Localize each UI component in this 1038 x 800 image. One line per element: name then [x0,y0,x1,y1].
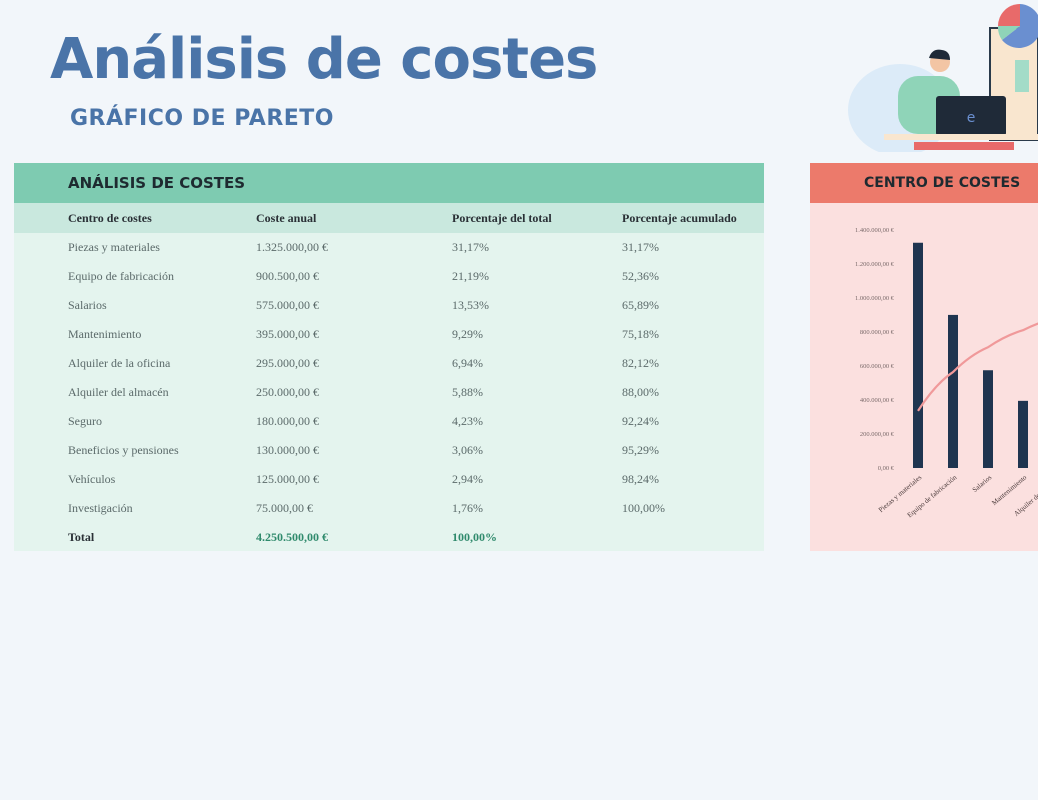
table-body: Piezas y materiales 1.325.000,00 € 31,17% 3… [14,233,764,523]
table-total-row: Total 4.250.500,00 € 100,00% [14,523,764,552]
cell-cost-center[interactable]: Piezas y materiales [68,240,160,254]
table-row: Piezas y materiales 1.325.000,00 € 31,17% 3… [14,233,764,262]
cell-percent-total[interactable]: 2,94% [452,472,483,486]
column-header-percent-cumulative[interactable]: Porcentaje acumulado [622,210,737,225]
total-percent[interactable]: 100,00% [452,530,497,544]
cell-annual-cost[interactable]: 575.000,00 € [256,298,319,312]
cell-cost-center[interactable]: Mantenimiento [68,327,142,341]
cell-percent-total[interactable]: 4,23% [452,414,483,428]
cell-percent-total[interactable]: 3,06% [452,443,483,457]
cell-percent-cumulative[interactable]: 75,18% [622,327,659,341]
cell-percent-total[interactable]: 31,17% [452,240,489,254]
cell-cost-center[interactable]: Seguro [68,414,102,428]
cell-percent-total[interactable]: 5,88% [452,385,483,399]
column-header-percent-total[interactable]: Porcentaje del total [452,210,552,225]
cell-percent-cumulative[interactable]: 100,00% [622,501,665,515]
total-label[interactable]: Total [68,530,95,544]
page-title: Análisis de costes [50,27,598,92]
cell-cost-center[interactable]: Alquiler del almacén [68,385,169,399]
cell-percent-total[interactable]: 6,94% [452,356,483,370]
cell-percent-total[interactable]: 1,76% [452,501,483,515]
cost-analysis-table: ANÁLISIS DE COSTES Centro de costes Cost… [14,163,764,551]
cell-cost-center[interactable]: Investigación [68,501,133,515]
table-header-bar: ANÁLISIS DE COSTES [14,163,764,203]
table-row: Alquiler de la oficina 295.000,00 € 6,94% 8… [14,349,764,378]
cell-cost-center[interactable]: Vehículos [68,472,116,486]
chart-header-bar: CENTRO DE COSTES [810,163,1038,203]
table-row: Vehículos 125.000,00 € 2,94% 98,24% [14,465,764,494]
cell-percent-cumulative[interactable]: 31,17% [622,240,659,254]
cell-percent-cumulative[interactable]: 65,89% [622,298,659,312]
cell-cost-center[interactable]: Alquiler de la oficina [68,356,171,370]
cell-percent-cumulative[interactable]: 92,24% [622,414,659,428]
chart-bar [983,370,993,468]
cell-annual-cost[interactable]: 250.000,00 € [256,385,319,399]
y-tick-label: 1.400.000,00 € [855,227,895,234]
pareto-chart: 0,00 € 200.000,00 € 400.000,00 € 600.000,00… [855,227,1038,519]
table-column-headers: Centro de costes Coste anual Porcentaje … [14,203,764,233]
cell-annual-cost[interactable]: 1.325.000,00 € [256,240,328,254]
cell-annual-cost[interactable]: 75.000,00 € [256,501,313,515]
x-tick-label: Salarios [971,473,994,494]
column-header-cost-center[interactable]: Centro de costes [68,210,152,225]
chart-title: CENTRO DE COSTES [864,175,1021,191]
chart-bar [948,314,958,468]
column-header-annual-cost[interactable]: Coste anual [256,210,317,225]
y-tick-label: 1.200.000,00 € [855,261,895,268]
y-tick-label: 200.000,00 € [860,431,895,438]
table-row: Seguro 180.000,00 € 4,23% 92,24% [14,407,764,436]
table-row: Alquiler del almacén 250.000,00 € 5,88% 88,… [14,378,764,407]
cell-annual-cost[interactable]: 395.000,00 € [256,327,319,341]
chart-bar [913,242,923,468]
y-tick-label: 0,00 € [878,465,895,472]
page-subtitle: GRÁFICO DE PARETO [70,106,335,131]
cell-cost-center[interactable]: Equipo de fabricación [68,269,174,283]
cell-annual-cost[interactable]: 295.000,00 € [256,356,319,370]
cell-percent-total[interactable]: 13,53% [452,298,489,312]
cell-annual-cost[interactable]: 180.000,00 € [256,414,319,428]
cell-cost-center[interactable]: Beneficios y pensiones [68,443,179,457]
svg-text:e: e [967,110,976,126]
person-at-laptop-illustration: e [848,4,1038,152]
y-tick-label: 600.000,00 € [860,363,895,370]
cell-cost-center[interactable]: Salarios [68,298,107,312]
table-row: Salarios 575.000,00 € 13,53% 65,89% [14,291,764,320]
cost-center-chart-panel: CENTRO DE COSTES 0,00 € 200.000,00 € 400.0… [810,163,1038,551]
cell-percent-cumulative[interactable]: 52,36% [622,269,659,283]
y-tick-label: 800.000,00 € [860,329,895,336]
cell-percent-cumulative[interactable]: 82,12% [622,356,659,370]
table-title: ANÁLISIS DE COSTES [68,174,246,192]
cumulative-percent-line [917,322,1038,412]
cell-annual-cost[interactable]: 125.000,00 € [256,472,319,486]
cell-percent-total[interactable]: 21,19% [452,269,489,283]
cell-percent-total[interactable]: 9,29% [452,327,483,341]
table-row: Equipo de fabricación 900.500,00 € 21,19% 5… [14,262,764,291]
chart-bar [1018,400,1028,468]
cell-percent-cumulative[interactable]: 98,24% [622,472,659,486]
cell-annual-cost[interactable]: 900.500,00 € [256,269,319,283]
total-annual-cost[interactable]: 4.250.500,00 € [256,530,328,544]
cell-percent-cumulative[interactable]: 95,29% [622,443,659,457]
table-row: Mantenimiento 395.000,00 € 9,29% 75,18% [14,320,764,349]
y-tick-label: 400.000,00 € [860,397,895,404]
table-row: Beneficios y pensiones 130.000,00 € 3,06% 9… [14,436,764,465]
cell-annual-cost[interactable]: 130.000,00 € [256,443,319,457]
y-tick-label: 1.000.000,00 € [855,295,895,302]
table-row: Investigación 75.000,00 € 1,76% 100,00% [14,494,764,523]
cell-percent-cumulative[interactable]: 88,00% [622,385,659,399]
